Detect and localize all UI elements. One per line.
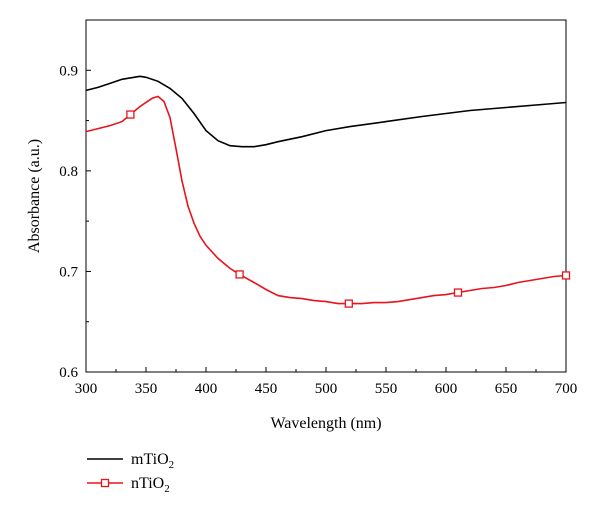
y-tick-label: 0.9	[59, 63, 78, 79]
y-axis-label: Absorbance (a.u.)	[26, 139, 43, 253]
y-tick-label: 0.6	[59, 365, 78, 381]
series-marker-1	[235, 270, 244, 279]
y-tick-label: 0.8	[59, 164, 78, 180]
x-tick-label: 600	[435, 381, 458, 397]
series-marker-1	[561, 271, 571, 280]
series-marker-1	[344, 299, 353, 308]
x-tick-label: 400	[195, 381, 218, 397]
legend-label-0: mTiO2	[131, 451, 174, 471]
legend-marker-1	[100, 478, 110, 488]
x-tick-label: 500	[315, 381, 338, 397]
plot-frame	[85, 19, 567, 373]
plot-area	[85, 19, 571, 373]
series-line-0	[85, 75, 567, 148]
legend: mTiO2 nTiO2	[87, 451, 174, 495]
x-tick-label: 300	[75, 381, 98, 397]
series-marker-1	[453, 288, 463, 297]
series-lines	[85, 75, 567, 305]
x-tick-label: 700	[555, 381, 578, 397]
x-axis-ticks: 300 350 400 450 500 550 600 650 700	[75, 367, 578, 397]
x-axis-label: Wavelength (nm)	[270, 415, 381, 432]
series-markers	[126, 110, 571, 308]
x-tick-label: 450	[255, 381, 278, 397]
legend-label-1: nTiO2	[131, 475, 170, 495]
series-line-1	[85, 95, 567, 305]
y-tick-label: 0.7	[59, 264, 78, 280]
series-marker-1	[126, 110, 135, 119]
y-axis-ticks: 0.6 0.7 0.8 0.9	[59, 19, 91, 381]
x-tick-label: 650	[495, 381, 518, 397]
x-tick-label: 550	[375, 381, 398, 397]
x-tick-label: 350	[135, 381, 158, 397]
